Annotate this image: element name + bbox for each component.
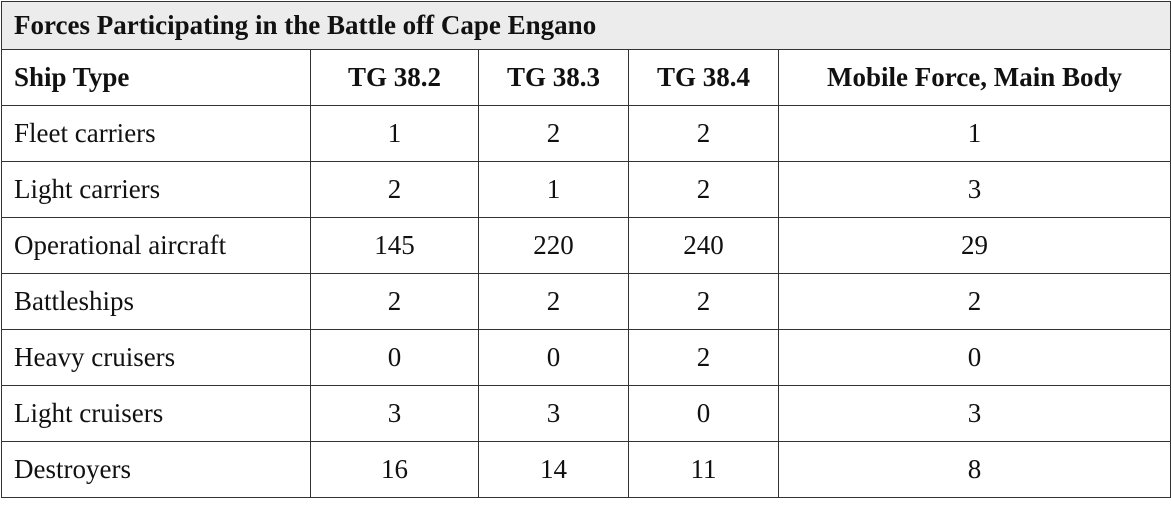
- cell-value: 0: [628, 385, 779, 442]
- table-head: Forces Participating in the Battle off C…: [0, 1, 1171, 106]
- column-header: TG 38.2: [310, 49, 479, 106]
- cell-value: 1: [478, 161, 629, 218]
- cell-value: 2: [628, 329, 779, 386]
- cell-value: 2: [310, 161, 479, 218]
- cell-value: 16: [310, 441, 479, 498]
- row-label: Destroyers: [1, 441, 311, 498]
- cell-value: 3: [777, 161, 1171, 218]
- table-row: Fleet carriers 1 2 2 1: [1, 105, 1171, 162]
- row-label: Light cruisers: [1, 385, 311, 442]
- cell-value: 0: [310, 329, 479, 386]
- row-label: Operational aircraft: [1, 217, 311, 274]
- cell-value: 1: [777, 105, 1171, 162]
- cell-value: 2: [478, 273, 629, 330]
- table-body: Fleet carriers 1 2 2 1 Light carriers 2 1 2 3 Oper…: [1, 105, 1171, 498]
- cell-value: 1: [310, 105, 479, 162]
- cell-value: 145: [310, 217, 479, 274]
- cell-value: 14: [478, 441, 629, 498]
- table-row: Battleships 2 2 2 2: [1, 273, 1171, 330]
- cell-value: 240: [628, 217, 779, 274]
- table-row: Light carriers 2 1 2 3: [1, 161, 1171, 218]
- cell-value: 29: [777, 217, 1171, 274]
- table-row: Operational aircraft 145 220 240 29: [1, 217, 1171, 274]
- cell-value: 11: [628, 441, 779, 498]
- row-label: Battleships: [1, 273, 311, 330]
- table-title: Forces Participating in the Battle off C…: [0, 1, 1171, 50]
- column-header: Ship Type: [1, 49, 311, 106]
- cell-value: 2: [628, 273, 779, 330]
- cell-value: 220: [478, 217, 629, 274]
- row-label: Light carriers: [1, 161, 311, 218]
- table-row: Destroyers 16 14 11 8: [1, 441, 1171, 498]
- cell-value: 2: [478, 105, 629, 162]
- title-row: Forces Participating in the Battle off C…: [0, 1, 1171, 50]
- cell-value: 2: [310, 273, 479, 330]
- cell-value: 3: [310, 385, 479, 442]
- cell-value: 0: [777, 329, 1171, 386]
- column-header: Mobile Force, Main Body: [777, 49, 1171, 106]
- row-label: Heavy cruisers: [1, 329, 311, 386]
- cell-value: 8: [777, 441, 1171, 498]
- cell-value: 3: [777, 385, 1171, 442]
- row-label: Fleet carriers: [1, 105, 311, 162]
- forces-table: Forces Participating in the Battle off C…: [0, 1, 1171, 498]
- cell-value: 3: [478, 385, 629, 442]
- cell-value: 2: [628, 161, 779, 218]
- cell-value: 2: [777, 273, 1171, 330]
- cell-value: 0: [478, 329, 629, 386]
- table-row: Light cruisers 3 3 0 3: [1, 385, 1171, 442]
- header-row: Ship Type TG 38.2 TG 38.3 TG 38.4 Mobile For…: [1, 49, 1171, 106]
- cell-value: 2: [628, 105, 779, 162]
- column-header: TG 38.3: [478, 49, 629, 106]
- column-header: TG 38.4: [628, 49, 779, 106]
- table-row: Heavy cruisers 0 0 2 0: [1, 329, 1171, 386]
